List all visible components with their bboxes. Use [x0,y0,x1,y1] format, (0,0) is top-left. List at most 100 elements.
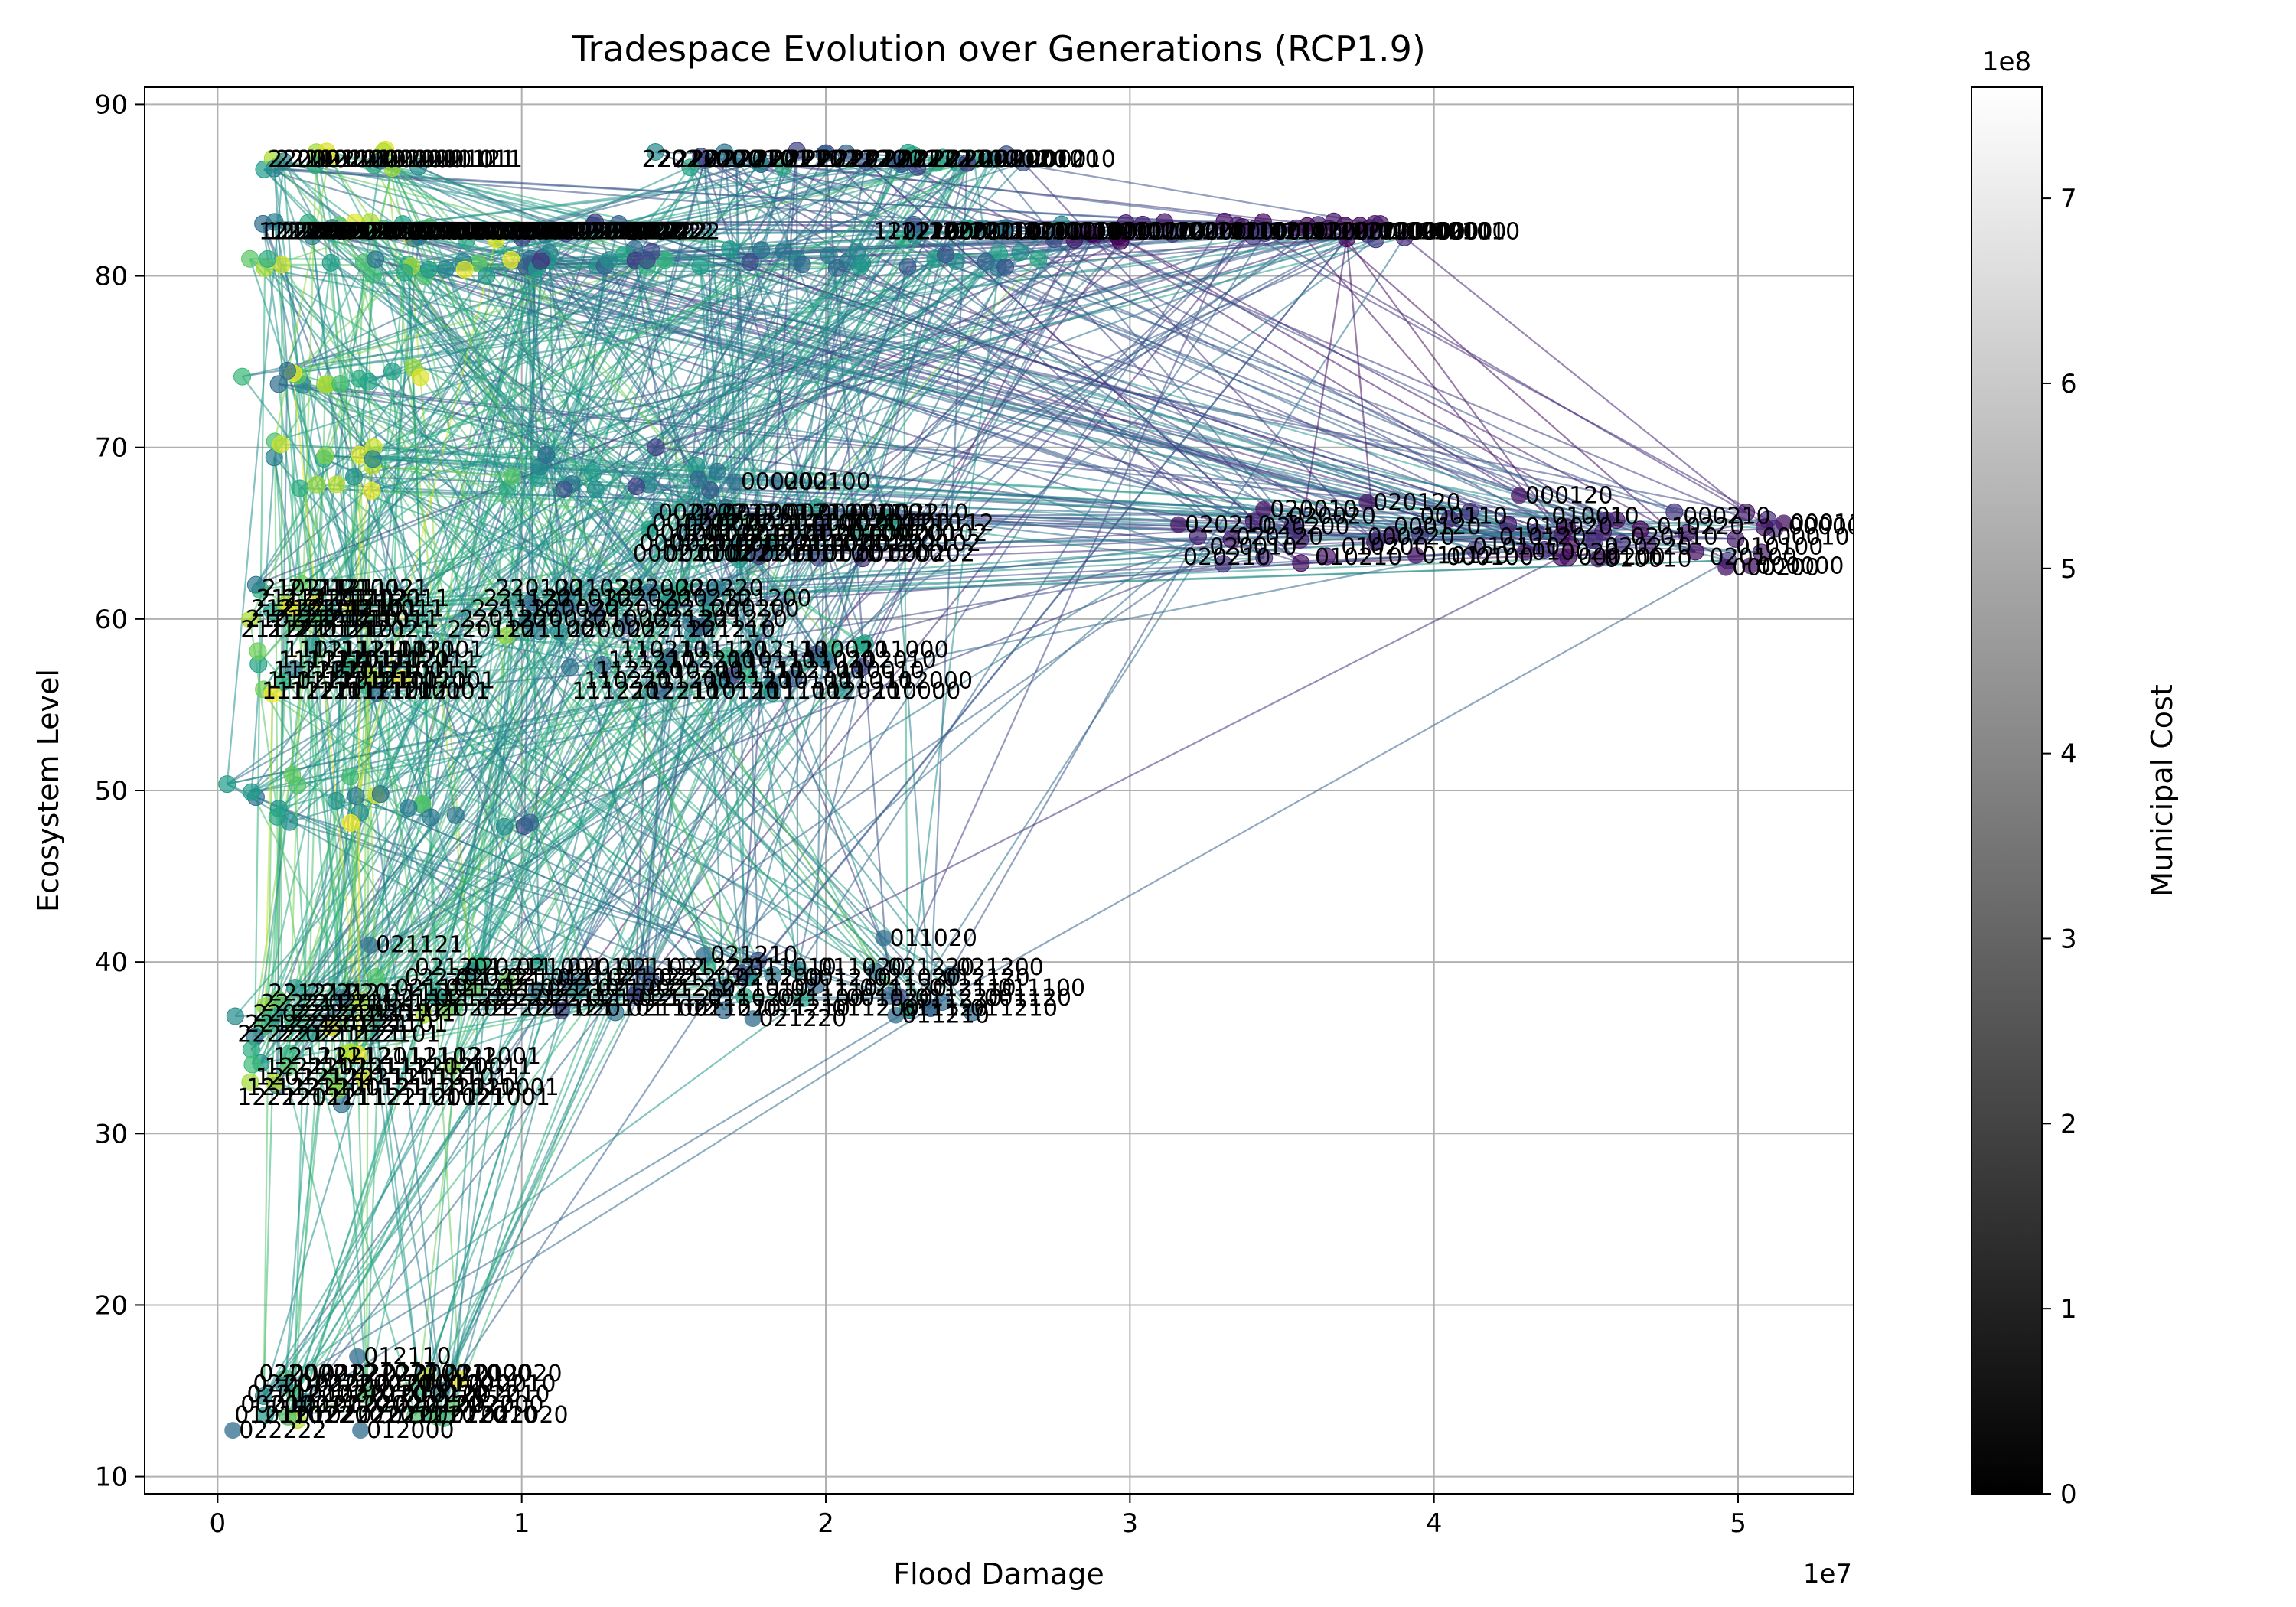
data-point [813,520,831,539]
data-point [1752,543,1770,562]
trajectory-line [895,527,932,1009]
data-point [396,263,414,282]
data-point [331,375,350,393]
y-tick-label: 80 [95,262,128,292]
trajectory-line [313,549,771,647]
trajectory-line [263,258,936,1397]
data-point [457,231,475,249]
data-point [996,258,1014,276]
data-point [640,583,658,601]
trajectory-line [345,653,817,1054]
data-point [461,961,480,980]
data-point [974,219,993,237]
trajectory-line [293,258,936,670]
data-point [361,667,380,686]
data-point [837,144,856,162]
data-point [303,227,321,246]
data-point [285,660,303,678]
data-point [1440,510,1459,528]
trajectory-line [699,266,751,978]
data-point [807,976,825,994]
data-point [866,963,885,981]
colorbar-tick-label: 1 [2060,1294,2077,1325]
data-point [368,684,386,702]
data-point [1117,214,1135,233]
trajectory-line [560,604,708,1011]
trajectory-line [889,225,1238,996]
data-point [226,1007,244,1025]
trajectory-line [735,158,830,663]
trajectory-line [906,228,1005,1009]
trajectory-line [429,226,897,529]
colorbar-axis: 0 1 2 3 4 5 6 7 [2042,184,2077,1510]
trajectory-line [414,471,719,1416]
data-point [853,658,872,676]
y-axis-title: Ecosystem Level [31,669,65,912]
trajectory-line [1117,235,1729,562]
trajectory-line [383,221,595,230]
point-label: 020010 [1270,496,1358,523]
data-point [269,375,288,393]
data-point [1499,515,1518,533]
data-point [775,242,793,260]
trajectory-line [827,228,1256,664]
data-point [1156,213,1174,231]
trajectory-line [330,159,975,1077]
data-point [371,152,390,170]
trajectory-line [257,650,540,964]
data-point [708,462,726,481]
data-point [604,594,622,612]
data-point [351,993,370,1011]
trajectory-line [796,667,864,971]
x-tick-label: 5 [1730,1508,1746,1539]
point-label: 112001 [408,668,496,695]
trajectory-line [915,234,1596,542]
colorbar-tick-label: 5 [2060,554,2077,585]
data-point [958,154,977,172]
data-point [750,154,768,172]
point-label: 221011 [435,146,523,173]
trajectory-line [602,556,1264,666]
data-point [266,159,284,178]
data-point [318,142,336,161]
data-point [1686,543,1704,561]
point-label: 012110 [364,1344,452,1371]
data-point [409,227,428,246]
trajectory-line [341,258,936,670]
trajectory-line [303,667,863,1403]
data-point [1586,532,1604,550]
data-point [750,547,768,566]
data-point [650,683,668,701]
data-point [606,1003,625,1022]
trajectory-line [861,162,968,264]
trajectory-line [260,510,659,1064]
data-point [730,550,748,569]
data-point [617,616,635,634]
data-point [292,575,311,593]
data-point [284,1011,302,1029]
data-point [561,658,579,676]
data-point [249,642,267,660]
data-point [752,241,771,259]
data-point [289,776,307,794]
data-point [341,768,360,786]
data-point [246,575,265,594]
data-point [942,966,960,984]
trajectory-line [337,663,603,1090]
data-point [1045,230,1063,249]
x-axis-title: Flood Damage [893,1557,1104,1591]
data-point [1014,153,1032,171]
trajectory-line [360,454,1508,526]
trajectory-line [544,233,826,660]
trajectory-line [729,248,1617,521]
data-point [690,470,708,488]
point-label: 020120 [1373,489,1461,516]
data-point [1083,224,1101,243]
trajectory-line [262,223,617,1013]
data-point [899,143,918,161]
trajectory-line [576,520,1254,992]
x-offset-label: 1e7 [1803,1559,1852,1589]
data-point [347,787,365,805]
data-point [556,224,575,243]
trajectory-line [293,644,863,1394]
